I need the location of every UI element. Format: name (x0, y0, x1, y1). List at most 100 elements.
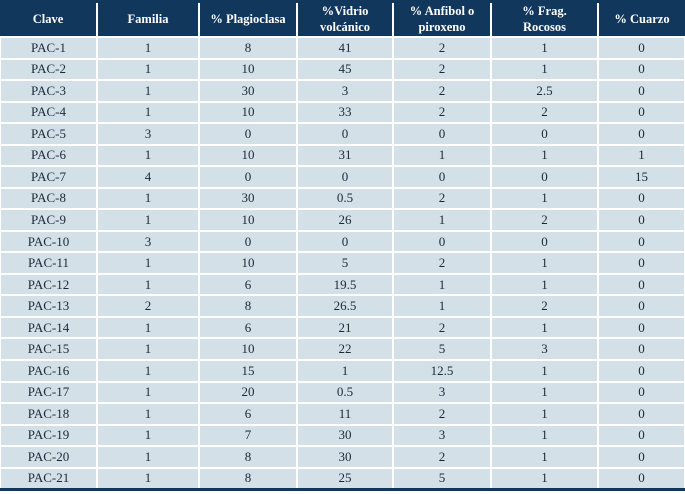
cell-frag-rocosos: 1 (492, 425, 597, 446)
cell-familia: 4 (98, 167, 198, 187)
table-row: PAC-19 1 7 30 3 1 0 (1, 425, 684, 446)
table-row: PAC-2 1 10 45 2 1 0 (1, 59, 684, 80)
cell-clave: PAC-7 (1, 167, 96, 187)
table-row: PAC-15 1 10 22 5 3 0 (1, 339, 684, 359)
cell-familia: 1 (98, 188, 198, 209)
cell-frag-rocosos: 2 (492, 102, 597, 123)
cell-frag-rocosos: 2 (492, 210, 597, 230)
table-row: PAC-3 1 30 3 2 2.5 0 (1, 81, 684, 101)
cell-anfibol-piroxeno: 3 (394, 382, 490, 403)
column-header-plagioclasa: % Plagioclasa (200, 3, 296, 36)
table-row: PAC-13 2 8 26.5 1 2 0 (1, 296, 684, 316)
cell-anfibol-piroxeno: 12.5 (394, 360, 490, 381)
cell-anfibol-piroxeno: 2 (394, 404, 490, 424)
cell-plagioclasa: 6 (200, 274, 296, 295)
cell-clave: PAC-12 (1, 274, 96, 295)
cell-anfibol-piroxeno: 1 (394, 210, 490, 230)
cell-vidrio-volcanico: 19.5 (298, 274, 392, 295)
cell-anfibol-piroxeno: 2 (394, 81, 490, 101)
column-header-vidrio-volcanico: %Vidrio volcánico (298, 3, 392, 36)
cell-familia: 1 (98, 274, 198, 295)
cell-clave: PAC-9 (1, 210, 96, 230)
cell-anfibol-piroxeno: 1 (394, 296, 490, 316)
cell-familia: 1 (98, 339, 198, 359)
cell-cuarzo: 0 (599, 425, 684, 446)
cell-familia: 1 (98, 425, 198, 446)
column-header-anfibol-piroxeno: % Anfibol o piroxeno (394, 3, 490, 36)
cell-cuarzo: 0 (599, 468, 684, 489)
table-row: PAC-16 1 15 1 12.5 1 0 (1, 360, 684, 381)
cell-plagioclasa: 0 (200, 231, 296, 252)
cell-anfibol-piroxeno: 2 (394, 253, 490, 273)
cell-familia: 3 (98, 124, 198, 144)
column-header-frag-rocosos: % Frag. Rocosos (492, 3, 597, 36)
column-header-familia: Familia (98, 3, 198, 36)
cell-frag-rocosos: 1 (492, 360, 597, 381)
table-row: PAC-6 1 10 31 1 1 1 (1, 145, 684, 166)
cell-cuarzo: 0 (599, 296, 684, 316)
cell-clave: PAC-21 (1, 468, 96, 489)
cell-cuarzo: 0 (599, 382, 684, 403)
cell-cuarzo: 0 (599, 210, 684, 230)
cell-clave: PAC-6 (1, 145, 96, 166)
cell-plagioclasa: 7 (200, 425, 296, 446)
cell-plagioclasa: 0 (200, 167, 296, 187)
cell-anfibol-piroxeno: 2 (394, 447, 490, 467)
cell-plagioclasa: 0 (200, 124, 296, 144)
cell-familia: 1 (98, 38, 198, 58)
cell-anfibol-piroxeno: 3 (394, 425, 490, 446)
cell-vidrio-volcanico: 30 (298, 425, 392, 446)
cell-vidrio-volcanico: 1 (298, 360, 392, 381)
cell-vidrio-volcanico: 0.5 (298, 382, 392, 403)
cell-familia: 1 (98, 102, 198, 123)
table-body: PAC-1 1 8 41 2 1 0 PAC-2 1 10 45 2 1 0 PAC-3 1 30 3 2 2.5 0 P… (0, 38, 685, 491)
cell-plagioclasa: 8 (200, 38, 296, 58)
cell-vidrio-volcanico: 3 (298, 81, 392, 101)
cell-cuarzo: 0 (599, 81, 684, 101)
cell-vidrio-volcanico: 33 (298, 102, 392, 123)
cell-clave: PAC-8 (1, 188, 96, 209)
cell-anfibol-piroxeno: 2 (394, 188, 490, 209)
cell-cuarzo: 0 (599, 188, 684, 209)
cell-plagioclasa: 8 (200, 447, 296, 467)
cell-cuarzo: 0 (599, 59, 684, 80)
cell-cuarzo: 0 (599, 274, 684, 295)
cell-frag-rocosos: 1 (492, 317, 597, 338)
cell-vidrio-volcanico: 30 (298, 447, 392, 467)
cell-frag-rocosos: 1 (492, 59, 597, 80)
cell-vidrio-volcanico: 0 (298, 231, 392, 252)
table-row: PAC-9 1 10 26 1 2 0 (1, 210, 684, 230)
cell-frag-rocosos: 3 (492, 339, 597, 359)
cell-cuarzo: 0 (599, 38, 684, 58)
cell-vidrio-volcanico: 22 (298, 339, 392, 359)
cell-frag-rocosos: 0 (492, 167, 597, 187)
table-row: PAC-4 1 10 33 2 2 0 (1, 102, 684, 123)
cell-cuarzo: 0 (599, 124, 684, 144)
cell-frag-rocosos: 1 (492, 38, 597, 58)
cell-frag-rocosos: 2 (492, 296, 597, 316)
cell-frag-rocosos: 1 (492, 447, 597, 467)
cell-anfibol-piroxeno: 5 (394, 468, 490, 489)
cell-vidrio-volcanico: 25 (298, 468, 392, 489)
cell-cuarzo: 0 (599, 317, 684, 338)
cell-plagioclasa: 10 (200, 145, 296, 166)
cell-vidrio-volcanico: 26 (298, 210, 392, 230)
cell-cuarzo: 0 (599, 447, 684, 467)
cell-vidrio-volcanico: 0 (298, 124, 392, 144)
cell-clave: PAC-16 (1, 360, 96, 381)
cell-cuarzo: 0 (599, 231, 684, 252)
cell-vidrio-volcanico: 45 (298, 59, 392, 80)
cell-anfibol-piroxeno: 2 (394, 38, 490, 58)
cell-familia: 1 (98, 253, 198, 273)
table-row: PAC-17 1 20 0.5 3 1 0 (1, 382, 684, 403)
cell-anfibol-piroxeno: 5 (394, 339, 490, 359)
cell-familia: 1 (98, 468, 198, 489)
table-row: PAC-18 1 6 11 2 1 0 (1, 404, 684, 424)
cell-plagioclasa: 30 (200, 81, 296, 101)
cell-frag-rocosos: 1 (492, 274, 597, 295)
table-row: PAC-7 4 0 0 0 0 15 (1, 167, 684, 187)
cell-clave: PAC-15 (1, 339, 96, 359)
cell-clave: PAC-5 (1, 124, 96, 144)
table-row: PAC-10 3 0 0 0 0 0 (1, 231, 684, 252)
